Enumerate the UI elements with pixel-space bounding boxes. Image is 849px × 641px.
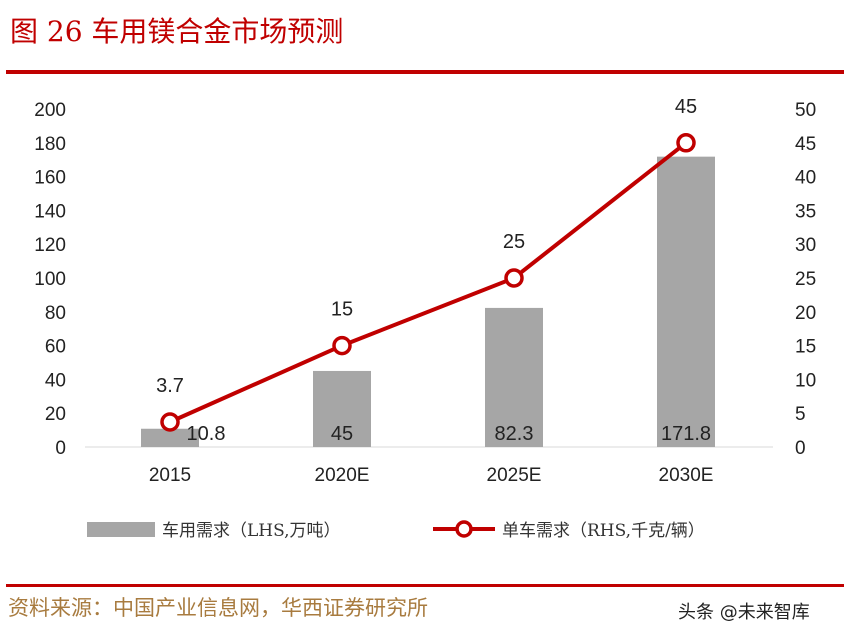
line-series	[169, 141, 688, 424]
y-left-tick-label: 200	[34, 100, 66, 121]
line-point	[676, 133, 696, 153]
bar	[313, 370, 371, 447]
bar	[485, 307, 543, 447]
x-tick-label: 2030E	[659, 465, 714, 486]
y-left-tick-label: 120	[34, 235, 66, 256]
bar-data-label: 171.8	[661, 423, 711, 445]
line-data-label: 15	[331, 299, 353, 321]
top-divider	[6, 70, 844, 74]
y-left-tick-label: 40	[45, 370, 66, 391]
line-data-label: 3.7	[156, 375, 184, 397]
x-tick-label: 2025E	[487, 465, 542, 486]
line-point	[332, 335, 352, 356]
line-point	[160, 412, 180, 432]
x-tick-label: 2015	[149, 465, 191, 486]
bar	[141, 428, 199, 447]
bar	[657, 156, 715, 447]
y-right-tick-label: 0	[795, 438, 806, 459]
legend-bar-swatch	[87, 522, 155, 537]
y-left-tick-label: 20	[45, 404, 66, 425]
y-right-tick-label: 45	[795, 134, 816, 155]
y-right-tick-label: 15	[795, 337, 816, 358]
y-left-tick-label: 100	[34, 269, 66, 290]
source-note: 资料来源：中国产业信息网，华西证券研究所	[8, 596, 428, 620]
bottom-divider	[6, 584, 844, 587]
y-left-tick-label: 80	[45, 303, 66, 324]
bar-data-label: 10.8	[187, 423, 226, 445]
line-data-label: 25	[503, 231, 525, 253]
y-right-tick-label: 5	[795, 404, 806, 425]
bar-data-label: 45	[331, 423, 353, 445]
y-right-tick-label: 40	[795, 168, 816, 189]
y-left-tick-label: 180	[34, 134, 66, 155]
y-left-tick-label: 60	[45, 337, 66, 358]
y-right-tick-label: 30	[795, 235, 816, 256]
legend-bar-label: 车用需求（LHS,万吨）	[162, 521, 341, 541]
y-left-tick-label: 140	[34, 201, 66, 222]
figure-title: 图 26 车用镁合金市场预测	[10, 15, 344, 48]
watermark: 头条 @未来智库	[678, 602, 810, 623]
legend-line-label: 单车需求（RHS,千克/辆）	[502, 521, 705, 541]
chart: 0 20 40 60 80 100 120 140 160 180 200 0 5 10 15 20 25 30…	[34, 96, 816, 541]
y-right-tick-label: 10	[795, 370, 816, 391]
bar-data-label: 82.3	[495, 423, 534, 445]
legend-line-marker	[455, 520, 473, 538]
y-right-tick-label: 25	[795, 269, 816, 290]
line-point	[504, 268, 524, 288]
y-right-tick-label: 50	[795, 100, 816, 121]
y-right-tick-label: 35	[795, 201, 816, 222]
y-left-tick-label: 0	[55, 438, 66, 459]
y-left-tick-label: 160	[34, 168, 66, 189]
line-data-label: 45	[675, 96, 697, 118]
y-right-tick-label: 20	[795, 303, 816, 324]
x-tick-label: 2020E	[315, 465, 370, 486]
